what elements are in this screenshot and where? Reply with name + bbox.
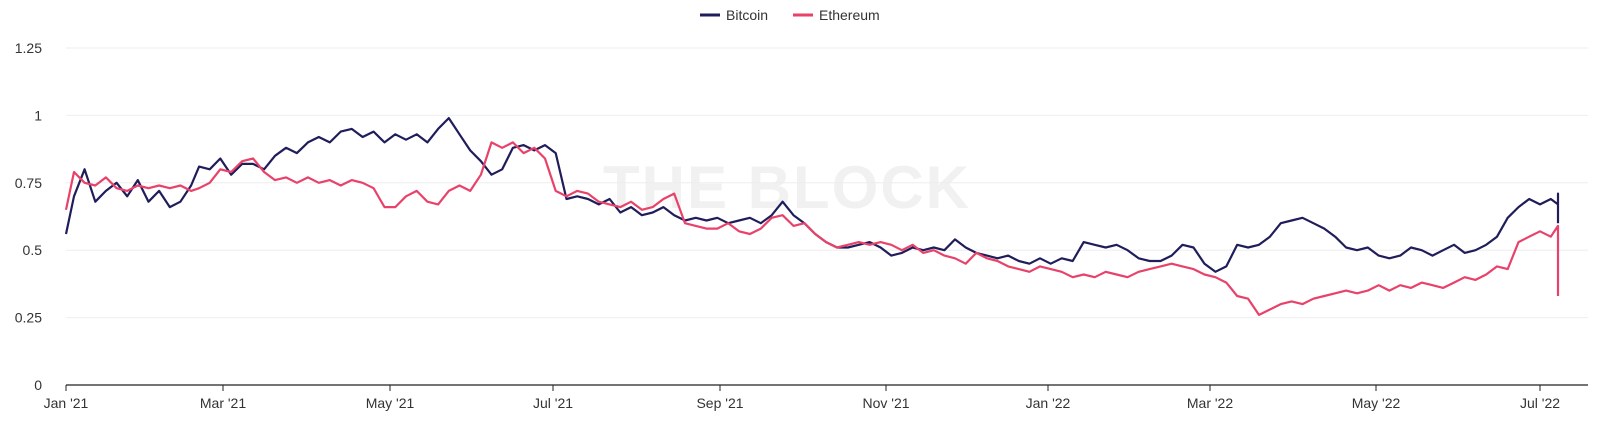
y-tick-label: 1 — [34, 107, 42, 123]
gridlines — [66, 47, 1588, 319]
legend-item-ethereum[interactable]: Ethereum — [793, 7, 880, 23]
legend-label-ethereum: Ethereum — [819, 7, 880, 23]
y-tick-label: 0.25 — [15, 310, 42, 326]
x-tick-label: Jul '21 — [533, 395, 573, 411]
x-tick-label: Jul '22 — [1520, 395, 1560, 411]
series-lines — [64, 117, 1560, 316]
x-tick-label: May '22 — [1352, 395, 1401, 411]
y-tick-label: 1.25 — [15, 40, 42, 56]
x-tick-label: Mar '22 — [1187, 395, 1233, 411]
watermark-text: THE BLOCK — [603, 154, 971, 221]
x-tick-label: Jan '22 — [1026, 395, 1071, 411]
legend[interactable]: Bitcoin Ethereum — [700, 7, 880, 23]
x-tick-label: Jan '21 — [44, 395, 89, 411]
y-tick-label: 0.75 — [15, 175, 42, 191]
y-axis-ticks: 0 0.25 0.5 0.75 1 1.25 — [15, 40, 42, 393]
legend-label-bitcoin: Bitcoin — [726, 7, 768, 23]
x-tick-label: Sep '21 — [696, 395, 743, 411]
y-tick-label: 0.5 — [23, 242, 43, 258]
legend-item-bitcoin[interactable]: Bitcoin — [700, 7, 768, 23]
series-line-ethereum — [64, 141, 1560, 316]
x-tick-label: May '21 — [366, 395, 415, 411]
x-axis-ticks: Jan '21 Mar '21 May '21 Jul '21 Sep '21 Nov '… — [44, 385, 1560, 411]
y-tick-label: 0 — [34, 377, 42, 393]
x-tick-label: Nov '21 — [862, 395, 909, 411]
x-tick-label: Mar '21 — [200, 395, 246, 411]
